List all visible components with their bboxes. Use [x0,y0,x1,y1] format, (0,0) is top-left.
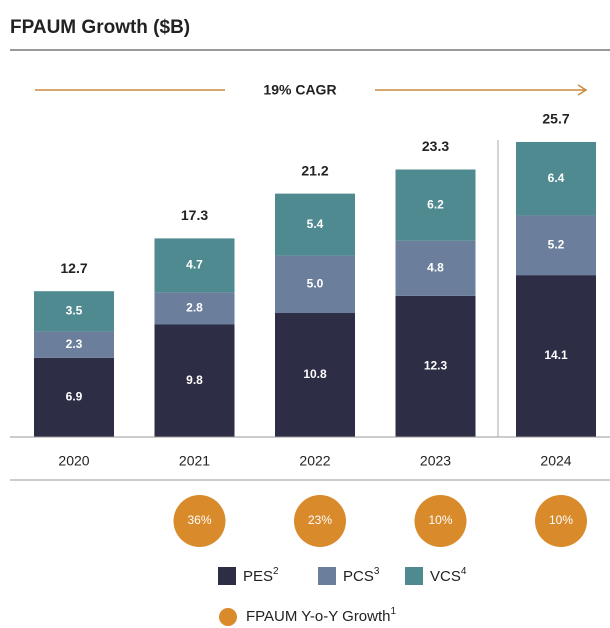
cagr-label: 19% CAGR [263,82,336,98]
total-label: 21.2 [301,162,328,178]
segment-label: 3.5 [66,303,83,317]
segment-label: 5.4 [307,217,324,231]
legend-swatch [218,567,236,585]
legend-swatch [318,567,336,585]
legend-note: 1 [391,606,397,617]
segment-label: 6.4 [548,171,565,185]
legend-name: FPAUM Y-o-Y Growth [246,608,391,625]
legend-swatch [405,567,423,585]
legend-note: 3 [374,566,380,577]
bar-segment [516,141,596,216]
total-label: 25.7 [542,111,569,127]
x-tick-label: 2023 [420,453,451,469]
bar-segment [516,215,596,276]
x-tick-label: 2024 [540,453,571,469]
bar-segment [275,193,355,256]
growth-label: 10% [428,513,452,527]
segment-label: 14.1 [544,348,568,362]
segment-label: 2.3 [66,337,83,351]
bar-segment [395,240,476,296]
total-label: 12.7 [60,260,87,276]
bar-segment [154,238,235,293]
segment-label: 4.7 [186,258,203,272]
cagr-arrowhead [577,84,588,96]
chart-title: FPAUM Growth ($B) [10,17,190,38]
legend-note: 4 [461,566,467,577]
legend-note: 2 [273,566,279,577]
segment-label: 9.8 [186,373,203,387]
bar-segment [34,331,114,358]
legend-name: VCS [430,568,461,585]
legend-label: VCS4 [430,566,467,585]
growth-circle [414,495,467,547]
bar-segment [34,291,114,332]
segment-label: 12.3 [424,359,448,373]
legend-label: FPAUM Y-o-Y Growth1 [246,606,397,625]
segment-label: 6.2 [427,197,444,211]
bar-segment [395,169,476,241]
growth-label: 36% [187,513,211,527]
x-tick-label: 2020 [58,453,89,469]
legend-label: PES2 [243,566,279,585]
x-tick-label: 2021 [179,453,210,469]
bar-segment [395,295,476,437]
legend-swatch [219,608,237,626]
bar-segment [516,275,596,437]
legend-name: PCS [343,568,374,585]
growth-label: 23% [308,513,332,527]
growth-circle [173,495,226,547]
growth-circle [294,495,346,547]
legend-label: PCS3 [343,566,380,585]
legend-name: PES [243,568,273,585]
bar-segment [34,357,114,437]
segment-label: 4.8 [427,260,444,274]
growth-circle [535,495,587,547]
bar-segment [275,255,355,314]
bar-segment [154,324,235,437]
total-label: 17.3 [181,207,208,223]
total-label: 23.3 [422,138,449,154]
segment-label: 2.8 [186,301,203,315]
bar-segment [275,313,355,437]
segment-label: 5.2 [548,237,565,251]
segment-label: 6.9 [66,390,83,404]
segment-label: 10.8 [303,367,327,381]
x-tick-label: 2022 [299,453,330,469]
bar-segment [154,292,235,325]
growth-label: 10% [549,513,573,527]
segment-label: 5.0 [307,276,324,290]
